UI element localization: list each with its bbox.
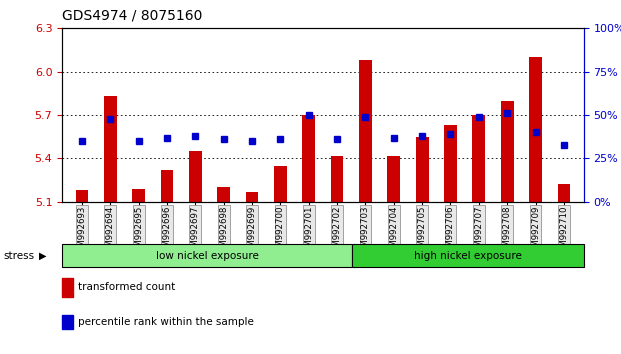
Bar [246,192,258,202]
Text: ▶: ▶ [39,251,46,261]
Bar [444,125,457,202]
Bar [132,189,145,202]
Text: GDS4974 / 8075160: GDS4974 / 8075160 [62,9,202,23]
Text: stress: stress [3,251,34,261]
Bar [473,115,485,202]
Bar [416,137,428,202]
Bar [331,155,343,202]
Text: low nickel exposure: low nickel exposure [156,251,258,261]
Text: percentile rank within the sample: percentile rank within the sample [78,317,253,327]
Bar [104,96,117,202]
Bar [529,57,542,202]
Text: transformed count: transformed count [78,282,175,292]
Bar [274,166,287,202]
Bar [217,187,230,202]
Text: high nickel exposure: high nickel exposure [414,251,522,261]
Bar [388,155,400,202]
Bar [161,170,173,202]
Bar [189,151,202,202]
Bar [501,101,514,202]
Bar [558,184,570,202]
Bar [76,190,88,202]
Bar [302,115,315,202]
Bar [359,60,372,202]
